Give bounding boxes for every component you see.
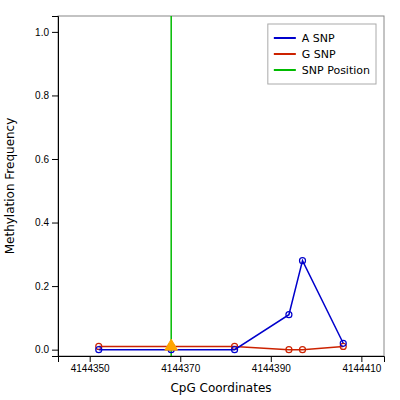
y-tick-mark (52, 32, 58, 33)
series-point (300, 258, 306, 264)
series (96, 258, 347, 353)
y-tick: 0.2 (35, 281, 58, 292)
y-tick-label: 0.2 (35, 281, 49, 292)
x-tick: 4144410 (342, 356, 381, 374)
legend: A SNP G SNP SNP Position (268, 24, 376, 84)
y-axis: 0.0 0.2 0.4 0.6 0.8 1.0 (35, 17, 58, 357)
y-tick-mark (52, 286, 58, 287)
y-tick: 0.8 (35, 90, 58, 101)
y-tick-label: 0.4 (35, 217, 49, 228)
x-axis-title: CpG Coordinates (170, 381, 271, 395)
x-tick-label: 4144410 (342, 363, 381, 374)
series-point (286, 312, 292, 318)
x-axis-line (59, 357, 385, 363)
legend-item: SNP Position (274, 64, 370, 77)
y-tick: 1.0 (35, 27, 58, 38)
x-tick-mark (180, 356, 181, 362)
y-tick-mark (52, 159, 58, 160)
legend-label: SNP Position (302, 64, 370, 77)
x-axis: 4144350 4144370 4144390 4144410 (59, 356, 385, 374)
plot: 4144350 4144370 4144390 4144410 0.0 0.2 0.4 0.6… (35, 16, 384, 374)
legend-swatch (274, 69, 296, 71)
y-tick-mark (52, 350, 58, 351)
legend-label: G SNP (302, 48, 336, 61)
legend-box (268, 24, 376, 84)
y-tick: 0.0 (35, 344, 58, 355)
x-tick-mark (361, 356, 362, 362)
y-tick-label: 0.8 (35, 90, 49, 101)
legend-swatch (274, 37, 296, 39)
legend-item: G SNP (274, 48, 336, 61)
snp-marker (165, 339, 178, 350)
y-tick-label: 0.0 (35, 344, 49, 355)
x-tick-label: 4144350 (71, 363, 110, 374)
series-point (340, 340, 346, 346)
y-tick: 0.6 (35, 154, 58, 165)
plot-frame (58, 16, 384, 356)
snp-line (170, 16, 172, 356)
y-tick-mark (52, 223, 58, 224)
x-tick-mark (90, 356, 91, 362)
series-point (96, 347, 102, 353)
y-axis-title: Methylation Frequency (3, 118, 17, 255)
series-line (99, 261, 344, 350)
y-tick-label: 1.0 (35, 27, 49, 38)
series-point (300, 347, 306, 353)
x-tick-label: 4144390 (252, 363, 291, 374)
legend-label: A SNP (302, 32, 335, 45)
series-point (286, 347, 292, 353)
y-tick: 0.4 (35, 217, 58, 228)
x-tick-label: 4144370 (161, 363, 200, 374)
legend-item: A SNP (274, 32, 335, 45)
series (96, 343, 347, 352)
series-point (232, 347, 238, 353)
x-tick: 4144390 (252, 356, 291, 374)
x-tick: 4144350 (71, 356, 110, 374)
y-tick-mark (52, 95, 58, 96)
legend-swatch (274, 53, 296, 55)
chart: 4144350 4144370 4144390 4144410 0.0 0.2 0.4 0.6… (0, 0, 400, 400)
y-tick-label: 0.6 (35, 154, 49, 165)
x-tick: 4144370 (161, 356, 200, 374)
y-axis-line (52, 17, 59, 357)
x-tick-mark (271, 356, 272, 362)
